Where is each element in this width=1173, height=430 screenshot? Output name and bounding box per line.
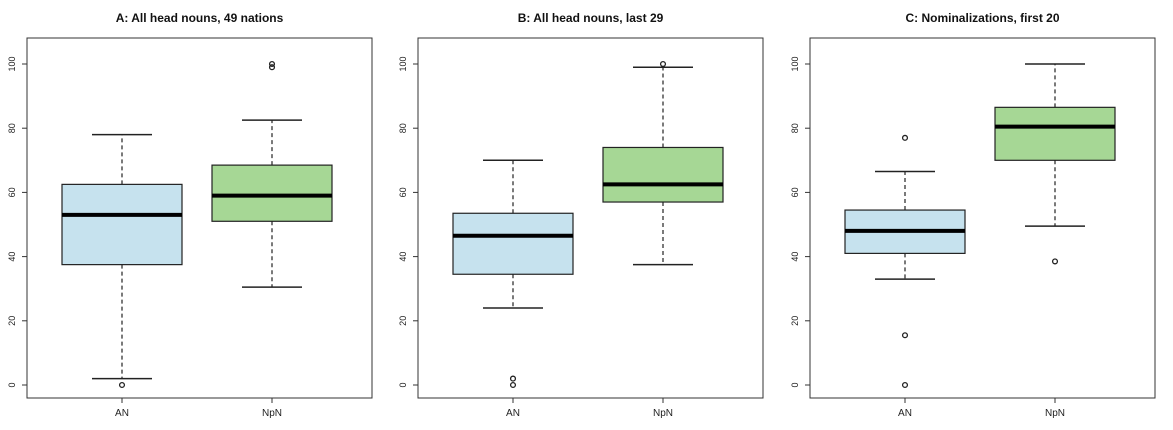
y-tick-label: 40 xyxy=(790,252,800,262)
y-tick-label: 0 xyxy=(398,382,408,387)
x-tick-label: NpN xyxy=(262,408,282,419)
outlier-point xyxy=(901,332,909,339)
box-npn xyxy=(211,60,333,288)
y-tick-label: 0 xyxy=(7,382,17,387)
iqr-box xyxy=(61,183,183,266)
box-an xyxy=(844,134,966,389)
x-tick-label: AN xyxy=(506,408,520,419)
outlier-point xyxy=(509,375,517,382)
chart-panel-b: B: All head nouns, last 29 0 20 40 60 80 100 AN… xyxy=(398,11,764,419)
plot-frame xyxy=(809,37,1156,399)
box-an xyxy=(61,133,183,389)
y-tick-label: 20 xyxy=(790,316,800,326)
x-tick-label: NpN xyxy=(1045,408,1065,419)
y-tick-label: 80 xyxy=(398,123,408,133)
plot-frame xyxy=(26,37,373,399)
iqr-box xyxy=(452,212,574,275)
outlier-point xyxy=(268,60,276,68)
box-npn xyxy=(994,63,1116,265)
box-npn xyxy=(602,60,724,266)
y-tick-label: 60 xyxy=(790,187,800,197)
outlier-point xyxy=(118,381,126,389)
iqr-box xyxy=(994,106,1116,161)
y-tick-label: 100 xyxy=(398,56,408,71)
outlier-point xyxy=(659,60,667,68)
y-tick-label: 100 xyxy=(7,56,17,71)
box-an xyxy=(452,159,574,389)
chart-title: A: All head nouns, 49 nations xyxy=(116,11,284,25)
y-tick-label: 20 xyxy=(7,316,17,326)
y-tick-label: 20 xyxy=(398,316,408,326)
y-tick-label: 40 xyxy=(7,252,17,262)
y-tick-label: 60 xyxy=(398,187,408,197)
y-tick-label: 0 xyxy=(790,382,800,387)
chart-panel-c: C: Nominalizations, first 20 0 20 40 60 80 100… xyxy=(790,11,1156,419)
y-tick-label: 40 xyxy=(398,252,408,262)
outlier-point xyxy=(901,134,909,141)
chart-title: B: All head nouns, last 29 xyxy=(518,11,664,25)
x-tick-label: AN xyxy=(115,408,129,419)
y-tick-label: 60 xyxy=(7,187,17,197)
outlier-point xyxy=(509,381,517,389)
outlier-point xyxy=(268,64,276,71)
chart-title: C: Nominalizations, first 20 xyxy=(905,11,1059,25)
outlier-point xyxy=(1051,258,1059,265)
outlier-point xyxy=(901,381,909,389)
plot-frame xyxy=(417,37,764,399)
iqr-box xyxy=(602,146,724,203)
y-tick-label: 80 xyxy=(7,123,17,133)
x-tick-label: AN xyxy=(898,408,912,419)
y-tick-label: 80 xyxy=(790,123,800,133)
x-tick-label: NpN xyxy=(653,408,673,419)
chart-panel-a: A: All head nouns, 49 nations 0 20 40 60 80 10… xyxy=(7,11,373,419)
iqr-box xyxy=(211,164,333,222)
y-tick-label: 100 xyxy=(790,56,800,71)
